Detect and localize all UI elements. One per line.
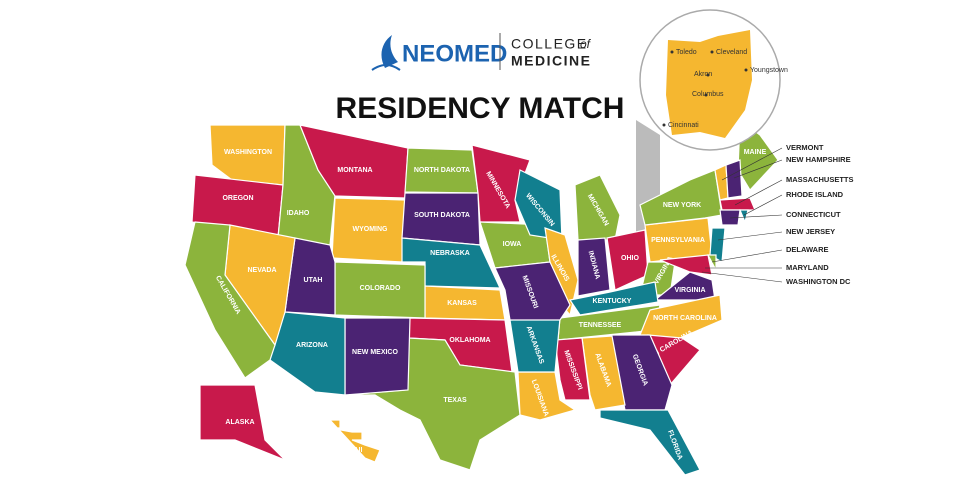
city-dot xyxy=(744,68,748,72)
state-shape xyxy=(574,174,621,241)
ohio-inset: Toledo Cleveland Youngstown Akron Columbus Ci… xyxy=(639,9,788,151)
state-shape xyxy=(401,192,481,246)
state-shape xyxy=(494,261,571,321)
state-label: NEVADA xyxy=(247,267,276,274)
state-label: COLORADO xyxy=(360,285,401,292)
leader-line xyxy=(721,147,783,181)
state-label: WASHINGTON xyxy=(224,149,272,156)
state-shape xyxy=(599,409,701,476)
state-label: MONTANA xyxy=(337,167,372,174)
state-label: IOWA xyxy=(503,241,522,248)
state-shape xyxy=(344,317,411,396)
state-label: MAINE xyxy=(744,149,767,156)
state-shape xyxy=(299,124,409,199)
state-shape xyxy=(739,209,749,224)
state-label: UTAH xyxy=(304,277,323,284)
state-label: VIRGINIA xyxy=(674,287,705,294)
state-shape xyxy=(659,254,713,276)
state-shape xyxy=(719,209,741,226)
logo: NEOMED COLLEGE of MEDICINE xyxy=(371,33,592,71)
state-shape xyxy=(569,281,659,316)
states: WASHINGTON OREGON IDAHO MONTANA WYOMING NORTH… xyxy=(184,118,779,476)
state-shape xyxy=(471,144,531,223)
callout-label: MASSACHUSETTS xyxy=(786,175,854,184)
medicine-text: MEDICINE xyxy=(511,53,591,69)
callout-label: RHODE ISLAND xyxy=(786,190,844,199)
state-label: NORTH CAROLINA xyxy=(653,315,717,322)
leader-line xyxy=(711,249,783,263)
state-shape xyxy=(577,237,611,297)
city-dot xyxy=(706,73,710,77)
state-label: TEXAS xyxy=(443,397,467,404)
college-text: COLLEGE xyxy=(511,36,588,52)
state-shape xyxy=(184,221,276,379)
city-label: Cleveland xyxy=(716,49,747,56)
state-shape xyxy=(199,384,286,461)
callout-label: DELAWARE xyxy=(786,245,829,254)
state-label: NEW MEXICO xyxy=(352,349,398,356)
state-label: HAWAII xyxy=(338,447,363,454)
city-dot xyxy=(662,123,666,127)
leader-line xyxy=(729,214,783,219)
city-label: Columbus xyxy=(692,91,724,98)
leader-line xyxy=(717,231,783,241)
logo-text: NEOMED xyxy=(402,40,507,67)
leader-line xyxy=(733,159,783,179)
state-shape xyxy=(328,419,381,463)
state-label: PENNSYLVANIA xyxy=(651,237,705,244)
logo-flame xyxy=(381,35,398,68)
leader-line xyxy=(734,179,783,206)
logo-base xyxy=(371,64,401,71)
city-label: Cincinnati xyxy=(668,122,699,129)
state-label: OHIO xyxy=(621,255,639,262)
city-dot xyxy=(710,50,714,54)
state-shape xyxy=(707,254,717,271)
title: RESIDENCY MATCH xyxy=(336,92,625,125)
state-label: NEBRASKA xyxy=(430,250,470,257)
cities: Toledo Cleveland Youngstown Akron Columbus Ci… xyxy=(662,49,788,129)
state-shape xyxy=(554,337,591,401)
callout-label: MARYLAND xyxy=(786,263,829,272)
city-label: Youngstown xyxy=(750,67,788,74)
ohio-shape xyxy=(666,30,752,138)
state-label: IDAHO xyxy=(287,210,310,217)
state-shape xyxy=(639,294,723,339)
city-dot xyxy=(704,93,708,97)
state-label: WYOMING xyxy=(353,226,389,233)
state-label: OKLAHOMA xyxy=(449,337,490,344)
state-label: OREGON xyxy=(222,195,253,202)
state-label: NEW YORK xyxy=(663,202,701,209)
callout-label: WASHINGTON DC xyxy=(786,277,851,286)
state-label: ALASKA xyxy=(225,419,254,426)
leader-line xyxy=(701,271,783,283)
state-label: KENTUCKY xyxy=(593,298,632,305)
state-label: SOUTH DAKOTA xyxy=(414,212,470,219)
leader-line xyxy=(743,194,783,216)
callout-label: NEW HAMPSHIRE xyxy=(786,155,851,164)
callouts: VERMONT NEW HAMPSHIRE MASSACHUSETTS RHODE I… xyxy=(659,143,854,286)
state-shape xyxy=(725,159,743,199)
state-label: ARIZONA xyxy=(296,342,328,349)
callout-label: CONNECTICUT xyxy=(786,210,841,219)
city-dot xyxy=(670,50,674,54)
city-label: Toledo xyxy=(676,49,697,56)
state-shape xyxy=(709,227,726,263)
state-label: KANSAS xyxy=(447,300,477,307)
callout-label: NEW JERSEY xyxy=(786,227,835,236)
callout-label: VERMONT xyxy=(786,143,824,152)
state-label: TENNESSEE xyxy=(579,322,622,329)
state-label: NORTH DAKOTA xyxy=(414,167,470,174)
city-label: Akron xyxy=(694,71,712,78)
of-text: of xyxy=(580,37,592,51)
